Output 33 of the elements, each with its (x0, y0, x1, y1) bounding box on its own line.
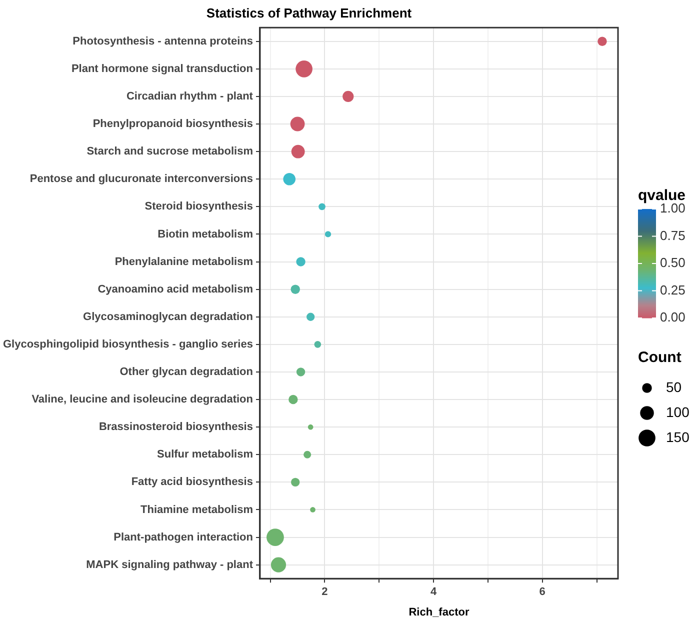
y-tick-label: Photosynthesis - antenna proteins (72, 35, 253, 48)
y-tick-label: Glycosphingolipid biosynthesis - ganglio series (2, 338, 253, 350)
y-tick-label: Pentose and glucuronate interconversions (30, 173, 253, 186)
y-tick-label: Plant hormone signal transduction (71, 62, 254, 75)
y-tick-label: Other glycan degradation (120, 366, 254, 378)
y-tick-label: Thiamine metabolism (140, 504, 254, 516)
legend-label: 50 (666, 378, 682, 395)
chart-title: Statistics of Pathway Enrichment (206, 5, 412, 20)
y-tick-label: Circadian rhythm - plant (126, 90, 254, 103)
color-bar-label: 0.25 (660, 282, 686, 298)
x-tick-label: 4 (430, 586, 438, 598)
legend-label: 150 (666, 428, 690, 445)
y-tick-label: Phenylalanine metabolism (114, 256, 254, 268)
y-tick-label: Plant-pathogen interaction (114, 531, 254, 544)
color-bar-label: 0.00 (660, 310, 686, 325)
y-tick-label: Glycosaminoglycan degradation (83, 310, 254, 323)
color-bar-label: 0.75 (660, 228, 686, 243)
color-bar-label: 0.50 (660, 255, 686, 270)
legend-label: 100 (666, 404, 690, 420)
legend-title: Count (638, 349, 682, 366)
y-tick-label: Phenylpropanoid biosynthesis (92, 118, 253, 130)
y-tick-label: MAPK signaling pathway - plant (86, 558, 254, 571)
y-tick-label: Steroid biosynthesis (144, 200, 253, 213)
y-tick-label: Biotin metabolism (158, 228, 254, 240)
y-tick-label: Sulfur metabolism (157, 448, 254, 461)
y-tick-label: Cyanoamino acid metabolism (98, 283, 254, 296)
y-tick-label: Starch and sucrose metabolism (86, 146, 254, 158)
y-tick-label: Fatty acid biosynthesis (131, 476, 253, 488)
x-tick-label: 2 (322, 586, 328, 598)
x-tick-label: 6 (539, 586, 546, 598)
y-tick-label: Valine, leucine and isoleucine degradation (32, 394, 254, 406)
x-axis-title: Rich_factor (408, 606, 470, 618)
y-tick-label: Brassinosteroid biosynthesis (98, 421, 253, 434)
